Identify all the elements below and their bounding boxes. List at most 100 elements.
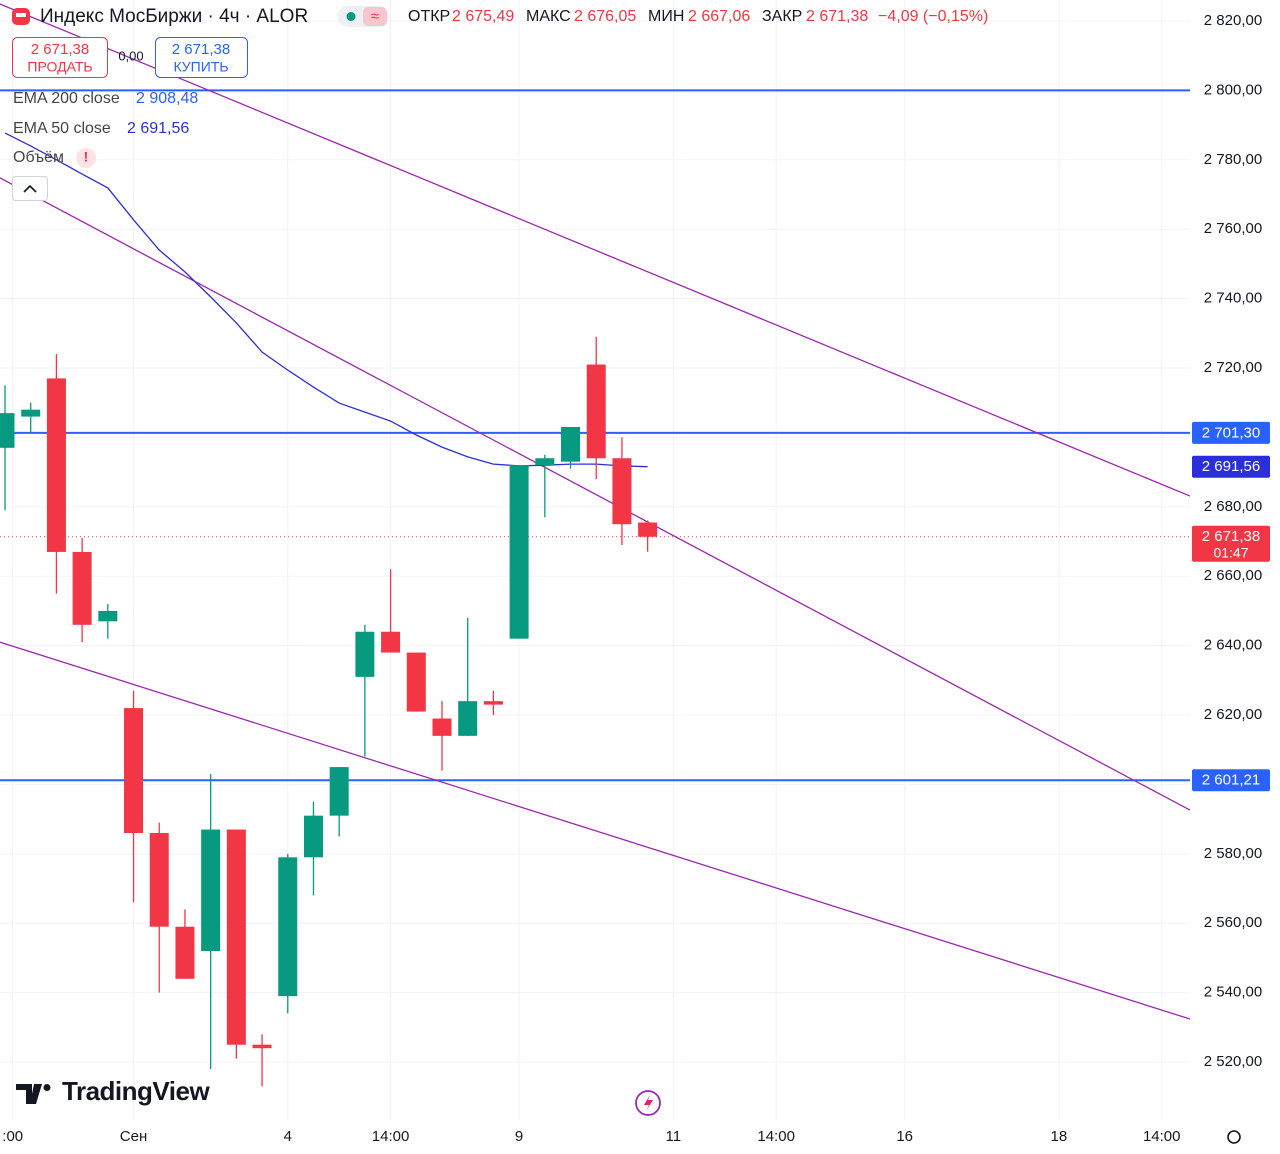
horizontal-line-label: 2 601,21 <box>1202 772 1260 789</box>
ema-fast-value-label: 2 691,56 <box>1202 458 1260 475</box>
candle-body <box>509 465 529 639</box>
y-tick-label: 2 760,00 <box>1204 220 1262 237</box>
x-tick-label: 14:00 <box>757 1128 795 1145</box>
candle-body <box>226 829 246 1045</box>
candle-body <box>381 631 401 653</box>
y-tick-label: 2 540,00 <box>1204 984 1262 1001</box>
horizontal-line-label-bg <box>1192 421 1270 444</box>
change-value: −4,09 (−0,15%) <box>878 8 988 25</box>
x-tick-label: Сен <box>120 1128 147 1145</box>
legend-label[interactable]: EMA 50 close <box>13 120 111 137</box>
candle-body <box>278 857 298 997</box>
ohlc-value: 2 671,38 <box>806 8 868 25</box>
y-tick-label: 2 740,00 <box>1204 290 1262 307</box>
last-price-label-sub: 01:47 <box>1213 544 1248 560</box>
chevron <box>23 184 37 193</box>
trend-line <box>0 3 1190 497</box>
y-tick-label: 2 660,00 <box>1204 567 1262 584</box>
y-tick-label: 2 680,00 <box>1204 498 1262 515</box>
alert-icon[interactable] <box>76 148 96 168</box>
settings-button[interactable] <box>1227 1130 1241 1144</box>
ohlc-label: МАКС <box>526 8 571 25</box>
candle-body <box>21 409 41 417</box>
candle-body <box>586 364 606 459</box>
x-tick-label: 9 <box>515 1128 523 1145</box>
x-tick-label: 14:00 <box>1143 1128 1181 1145</box>
trend-line <box>0 177 1190 811</box>
ohlc-value: 2 667,06 <box>688 8 750 25</box>
alert-mark: ! <box>84 149 89 165</box>
last-price-label-bg <box>1192 525 1270 562</box>
symbol-title[interactable]: Индекс МосБиржи · 4ч · ALOR <box>40 6 308 27</box>
legend-value: 2 691,56 <box>127 120 189 137</box>
plot-area <box>0 3 1190 1087</box>
candle-body <box>355 631 375 677</box>
candle-body <box>561 427 581 462</box>
delay-badge <box>363 7 387 26</box>
x-tick-label: 14:00 <box>372 1128 410 1145</box>
y-tick-label: 2 560,00 <box>1204 914 1262 931</box>
ohlc-value: 2 676,05 <box>574 8 636 25</box>
watermark: TradingView <box>16 1076 211 1106</box>
grid <box>0 0 1190 1120</box>
delay-icon: ≈ <box>371 8 379 25</box>
x-tick-label: 11 <box>666 1128 682 1145</box>
spread: 0,00 <box>118 48 143 63</box>
y-tick-label: 2 620,00 <box>1204 706 1262 723</box>
collapse-button[interactable] <box>12 176 48 201</box>
legend-label[interactable]: EMA 200 close <box>13 90 120 107</box>
ohlc-label: ОТКР <box>408 8 450 25</box>
horizontal-line-label: 2 701,30 <box>1202 424 1260 441</box>
y-tick-label: 2 820,00 <box>1204 12 1262 29</box>
candle-body <box>535 458 555 466</box>
legend-label[interactable]: Объём <box>13 149 64 166</box>
x-tick-label: 18 <box>1051 1128 1068 1145</box>
ohlc-label: ЗАКР <box>762 8 802 25</box>
y-tick-label: 2 640,00 <box>1204 637 1262 654</box>
last-price-label: 2 671,38 <box>1202 528 1260 545</box>
y-tick-label: 2 720,00 <box>1204 359 1262 376</box>
candle-body <box>638 522 658 537</box>
buy-button[interactable] <box>155 37 248 78</box>
flash-button[interactable] <box>635 1090 661 1116</box>
candle-body <box>72 551 92 625</box>
y-tick-label: 2 520,00 <box>1204 1053 1262 1070</box>
ema-fast-value-label-bg <box>1192 455 1270 478</box>
buy-label: КУПИТЬ <box>173 59 228 75</box>
y-tick-label: 2 800,00 <box>1204 81 1262 98</box>
ema-fast-line <box>4 132 648 468</box>
y-tick-label: 2 580,00 <box>1204 845 1262 862</box>
logo-icon <box>16 1084 42 1104</box>
candle-body <box>329 767 349 816</box>
candle-body <box>406 652 426 712</box>
candle-body <box>98 610 118 622</box>
candle-body <box>303 815 323 858</box>
market-open-dot <box>346 12 356 21</box>
horizontal-line-label-bg <box>1192 769 1270 792</box>
x-tick-label: :00 <box>2 1128 23 1145</box>
candle-body <box>483 701 503 705</box>
candle-body <box>175 926 195 979</box>
trend-line <box>0 641 1190 1020</box>
candle-body <box>124 708 144 834</box>
axes: 2 520,002 540,002 560,002 580,002 600,00… <box>2 12 1270 1145</box>
candle-body <box>149 833 169 927</box>
ohlc-value: 2 675,49 <box>452 8 514 25</box>
candle-body <box>458 701 478 736</box>
sell-button[interactable] <box>12 37 108 78</box>
sell-label: ПРОДАТЬ <box>27 59 92 75</box>
buy-price: 2 671,38 <box>172 41 230 58</box>
candle-body <box>612 458 632 525</box>
candle-body <box>0 413 15 448</box>
x-tick-label: 4 <box>284 1128 292 1145</box>
logo-dot <box>43 1084 51 1091</box>
ohlc-label: МИН <box>648 8 684 25</box>
candle-body <box>252 1044 272 1049</box>
exchange-icon-mark <box>16 13 26 17</box>
candle-body <box>201 829 221 952</box>
candle-body <box>432 718 452 736</box>
flash-icon <box>644 1095 653 1111</box>
y-tick-label: 2 780,00 <box>1204 151 1262 168</box>
